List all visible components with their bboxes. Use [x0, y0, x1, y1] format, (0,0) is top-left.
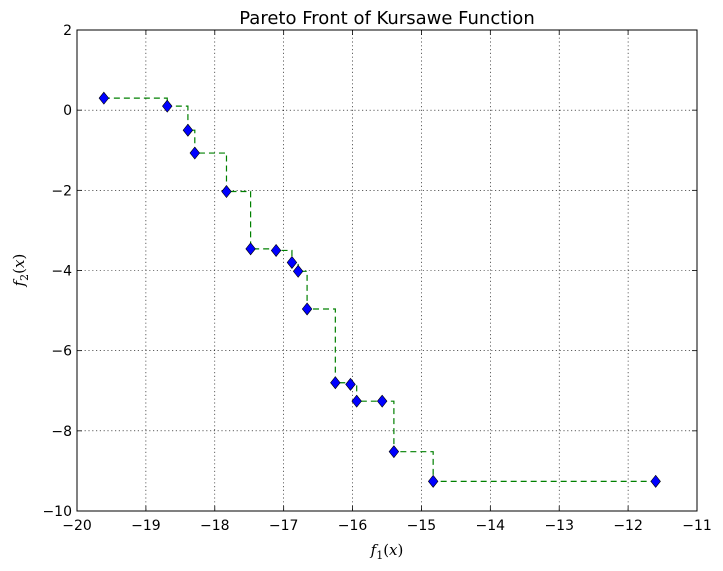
y-tick-label: −4: [51, 264, 72, 280]
data-point: [330, 376, 341, 390]
x-tick-label: −20: [62, 518, 92, 534]
data-point: [301, 302, 313, 316]
pareto-points: [98, 91, 661, 488]
data-point: [351, 394, 362, 408]
x-axis-label: f1(x): [370, 541, 404, 562]
pareto-step-line-group: [103, 97, 656, 482]
chart-title: Pareto Front of Kursawe Function: [239, 8, 534, 29]
x-tick-label: −15: [407, 518, 437, 534]
plot-frame: [76, 29, 698, 512]
data-point: [427, 474, 439, 488]
data-point: [270, 243, 282, 257]
pareto-step-line: [103, 97, 656, 482]
x-tick-label: −12: [613, 518, 643, 534]
axis-ticks: −20 −19 −18 −17 −16 −15 −14 −13 −12 −11−10−8−6−4−…: [42, 23, 711, 534]
data-point: [98, 91, 110, 105]
data-point: [286, 256, 298, 269]
data-point: [182, 123, 194, 137]
x-tick-label: −16: [338, 518, 368, 534]
x-tick-label: −18: [200, 518, 230, 534]
data-point: [189, 146, 200, 160]
x-tick-label: −17: [269, 518, 299, 534]
grid-lines: [77, 30, 697, 511]
y-tick-label: −2: [51, 183, 72, 199]
data-point: [162, 99, 173, 113]
x-tick-label: −11: [682, 518, 712, 534]
x-tick-label: −13: [544, 518, 574, 534]
x-tick-label: −19: [131, 518, 161, 534]
y-tick-label: −8: [51, 424, 72, 440]
y-tick-label: −10: [42, 504, 72, 520]
y-tick-label: 0: [63, 103, 72, 119]
data-point: [245, 242, 256, 256]
y-tick-label: 2: [63, 23, 72, 39]
data-point: [221, 185, 232, 199]
data-point: [292, 264, 304, 278]
x-tick-label: −14: [476, 518, 506, 534]
data-point: [388, 445, 400, 459]
data-point: [376, 394, 388, 408]
data-point: [650, 474, 661, 488]
y-axis-label: f2(x): [10, 254, 31, 288]
y-tick-label: −6: [51, 344, 72, 360]
data-point: [345, 377, 356, 391]
